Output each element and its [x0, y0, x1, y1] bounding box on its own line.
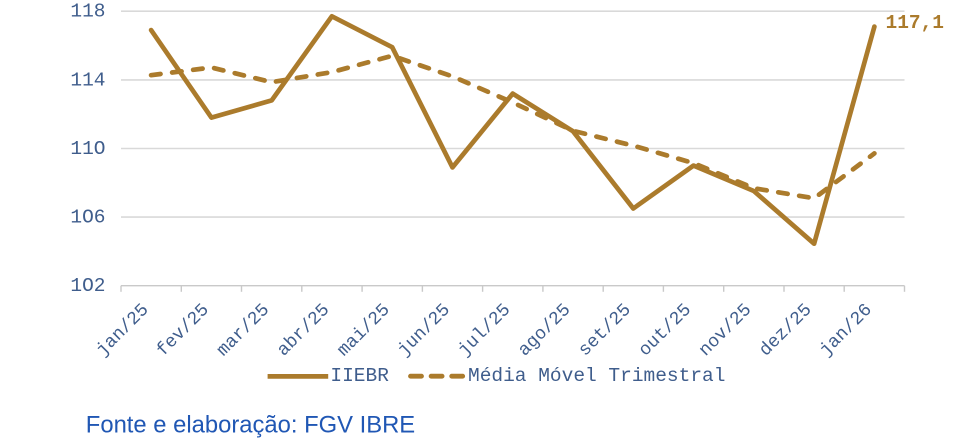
- svg-text:jul/25: jul/25: [455, 300, 515, 360]
- svg-text:jan/25: jan/25: [93, 300, 153, 360]
- svg-text:114: 114: [70, 69, 105, 91]
- svg-text:mar/25: mar/25: [213, 300, 273, 360]
- svg-text:mai/25: mai/25: [334, 300, 394, 360]
- svg-text:set/25: set/25: [575, 300, 635, 360]
- svg-text:IIEBR: IIEBR: [330, 365, 389, 387]
- svg-text:1O2: 1O2: [70, 275, 105, 297]
- svg-text:fev/25: fev/25: [153, 300, 213, 360]
- svg-text:dez/25: dez/25: [756, 300, 816, 360]
- svg-text:118: 118: [70, 1, 105, 23]
- svg-text:ago/25: ago/25: [515, 300, 575, 360]
- svg-text:117,1: 117,1: [886, 12, 945, 34]
- svg-text:1O6: 1O6: [70, 207, 105, 229]
- svg-text:jan/26: jan/26: [816, 300, 876, 360]
- svg-text:Média Móvel Trimestral: Média Móvel Trimestral: [468, 365, 725, 387]
- svg-text:abr/25: abr/25: [274, 300, 334, 360]
- svg-text:out/25: out/25: [635, 300, 695, 360]
- svg-text:nov/25: nov/25: [696, 300, 756, 360]
- svg-text:Fonte e elaboração: FGV IBRE: Fonte e elaboração: FGV IBRE: [86, 411, 415, 438]
- svg-text:11O: 11O: [70, 138, 105, 160]
- svg-text:jun/25: jun/25: [394, 300, 454, 360]
